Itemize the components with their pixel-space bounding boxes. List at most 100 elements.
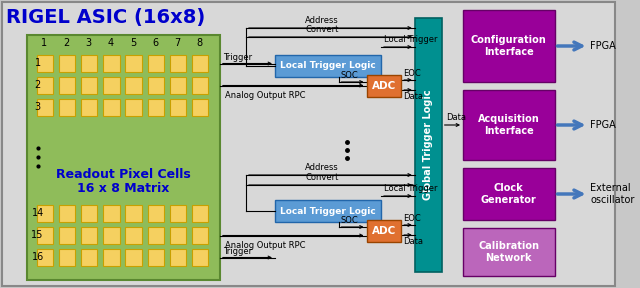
Text: SOC: SOC: [340, 216, 358, 225]
FancyBboxPatch shape: [463, 10, 555, 82]
Text: ADC: ADC: [372, 81, 396, 91]
FancyBboxPatch shape: [192, 55, 209, 72]
FancyBboxPatch shape: [367, 75, 401, 97]
FancyBboxPatch shape: [36, 55, 53, 72]
FancyBboxPatch shape: [36, 205, 53, 222]
FancyBboxPatch shape: [192, 205, 209, 222]
Text: Data: Data: [447, 113, 467, 122]
FancyBboxPatch shape: [36, 249, 53, 266]
FancyBboxPatch shape: [170, 249, 186, 266]
Text: 8: 8: [196, 38, 203, 48]
FancyBboxPatch shape: [59, 249, 76, 266]
FancyBboxPatch shape: [463, 90, 555, 160]
Text: Configuration
Interface: Configuration Interface: [471, 35, 547, 57]
FancyBboxPatch shape: [148, 227, 164, 244]
Text: ADC: ADC: [372, 226, 396, 236]
FancyBboxPatch shape: [148, 205, 164, 222]
Text: 4: 4: [108, 38, 114, 48]
Text: Local Trigger: Local Trigger: [384, 184, 437, 193]
Text: Local Trigger: Local Trigger: [384, 35, 437, 44]
Text: 16 x 8 Matrix: 16 x 8 Matrix: [77, 183, 170, 196]
FancyBboxPatch shape: [148, 99, 164, 116]
Text: 2: 2: [63, 38, 70, 48]
Text: 2: 2: [35, 81, 41, 90]
Text: Convert: Convert: [305, 25, 339, 34]
FancyBboxPatch shape: [59, 99, 76, 116]
FancyBboxPatch shape: [81, 227, 97, 244]
Text: EOC: EOC: [403, 214, 421, 223]
Text: Acquisition
Interface: Acquisition Interface: [478, 114, 540, 136]
FancyBboxPatch shape: [148, 55, 164, 72]
Text: Analog Output RPC: Analog Output RPC: [225, 92, 305, 101]
FancyBboxPatch shape: [148, 249, 164, 266]
Text: Trigger: Trigger: [223, 52, 252, 62]
FancyBboxPatch shape: [367, 220, 401, 242]
Text: 6: 6: [152, 38, 158, 48]
FancyBboxPatch shape: [170, 227, 186, 244]
FancyBboxPatch shape: [125, 227, 142, 244]
FancyBboxPatch shape: [36, 227, 53, 244]
FancyBboxPatch shape: [36, 99, 53, 116]
Text: Local Trigger Logic: Local Trigger Logic: [280, 62, 376, 71]
Text: 1: 1: [42, 38, 47, 48]
FancyBboxPatch shape: [170, 55, 186, 72]
Text: Local Trigger Logic: Local Trigger Logic: [280, 206, 376, 215]
Text: 5: 5: [130, 38, 136, 48]
Text: 15: 15: [31, 230, 44, 240]
Text: SOC: SOC: [340, 71, 358, 80]
Text: Readout Pixel Cells: Readout Pixel Cells: [56, 168, 191, 181]
FancyBboxPatch shape: [463, 168, 555, 220]
FancyBboxPatch shape: [192, 99, 209, 116]
Text: Data: Data: [403, 92, 423, 101]
FancyBboxPatch shape: [103, 205, 120, 222]
Text: Data: Data: [403, 237, 423, 246]
FancyBboxPatch shape: [59, 55, 76, 72]
Text: 3: 3: [86, 38, 92, 48]
Text: Global Trigger Logic: Global Trigger Logic: [423, 90, 433, 200]
FancyBboxPatch shape: [103, 55, 120, 72]
FancyBboxPatch shape: [192, 77, 209, 94]
FancyBboxPatch shape: [2, 2, 616, 286]
Text: RIGEL ASIC (16x8): RIGEL ASIC (16x8): [6, 9, 205, 27]
FancyBboxPatch shape: [125, 77, 142, 94]
FancyBboxPatch shape: [81, 249, 97, 266]
Text: 3: 3: [35, 103, 41, 113]
Text: FPGA: FPGA: [590, 120, 616, 130]
FancyBboxPatch shape: [275, 55, 381, 77]
FancyBboxPatch shape: [463, 228, 555, 276]
FancyBboxPatch shape: [170, 99, 186, 116]
FancyBboxPatch shape: [103, 227, 120, 244]
FancyBboxPatch shape: [170, 77, 186, 94]
FancyBboxPatch shape: [81, 205, 97, 222]
FancyBboxPatch shape: [81, 77, 97, 94]
FancyBboxPatch shape: [125, 99, 142, 116]
FancyBboxPatch shape: [81, 55, 97, 72]
FancyBboxPatch shape: [125, 249, 142, 266]
Text: 7: 7: [174, 38, 180, 48]
FancyBboxPatch shape: [27, 35, 220, 280]
Text: 16: 16: [31, 253, 44, 262]
FancyBboxPatch shape: [59, 77, 76, 94]
Text: External
oscillator: External oscillator: [590, 183, 635, 205]
FancyBboxPatch shape: [415, 18, 442, 272]
Text: Clock
Generator: Clock Generator: [481, 183, 537, 205]
Text: Calibration
Network: Calibration Network: [478, 241, 540, 263]
FancyBboxPatch shape: [103, 99, 120, 116]
FancyBboxPatch shape: [148, 77, 164, 94]
Text: Address: Address: [305, 16, 339, 25]
FancyBboxPatch shape: [36, 77, 53, 94]
Text: Trigger: Trigger: [223, 247, 252, 255]
Text: EOC: EOC: [403, 69, 421, 78]
FancyBboxPatch shape: [103, 249, 120, 266]
Text: FPGA: FPGA: [590, 41, 616, 51]
Text: Convert: Convert: [305, 173, 339, 182]
Text: 14: 14: [31, 209, 44, 219]
FancyBboxPatch shape: [59, 227, 76, 244]
FancyBboxPatch shape: [192, 227, 209, 244]
Text: Address: Address: [305, 163, 339, 172]
Text: Analog Output RPC: Analog Output RPC: [225, 242, 305, 251]
FancyBboxPatch shape: [125, 55, 142, 72]
FancyBboxPatch shape: [103, 77, 120, 94]
FancyBboxPatch shape: [81, 99, 97, 116]
FancyBboxPatch shape: [192, 249, 209, 266]
